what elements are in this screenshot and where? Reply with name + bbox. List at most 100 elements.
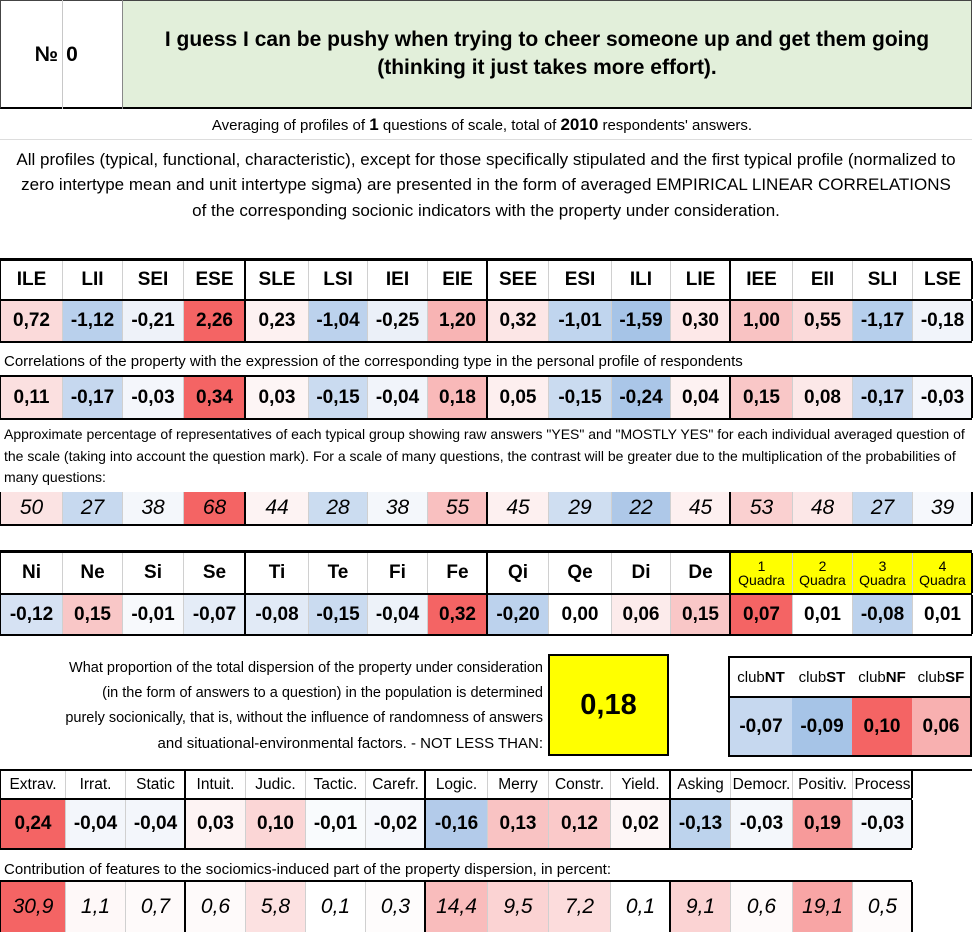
feature-contribution: 0,1 xyxy=(306,882,365,932)
feature-value: 0,02 xyxy=(611,800,670,848)
feature-value: 0,03 xyxy=(186,800,245,848)
feature-value: -0,03 xyxy=(853,800,912,848)
type-header: LIE xyxy=(685,269,716,290)
function-value: -0,07 xyxy=(184,595,245,634)
feature-value: 0,19 xyxy=(793,800,852,848)
percent-note: Approximate percentage of representative… xyxy=(4,426,965,485)
type-header: IEI xyxy=(385,269,410,290)
club-header: club ST xyxy=(792,658,852,696)
feature-header: Tactic. xyxy=(313,775,358,793)
quadra-header: 4 Quadra xyxy=(913,553,972,593)
type-profile-value: -1,59 xyxy=(612,301,670,341)
club-value: -0,09 xyxy=(792,698,852,755)
statement: I guess I can be pushy when trying to ch… xyxy=(123,1,971,107)
type-percent-value: 55 xyxy=(428,492,487,524)
type-profile-value: 2,26 xyxy=(184,301,245,341)
type-percent-value: 22 xyxy=(612,492,670,524)
feature-header: Judic. xyxy=(255,775,296,793)
quadra-header: 3 Quadra xyxy=(853,553,912,593)
function-header: Te xyxy=(327,562,349,583)
feature-contribution: 0,6 xyxy=(186,882,245,932)
header-box xyxy=(0,0,972,109)
function-value: 0,00 xyxy=(549,595,611,634)
type-header: SEE xyxy=(498,269,538,290)
type-percent-value: 38 xyxy=(123,492,183,524)
type-profile-value: -1,01 xyxy=(549,301,611,341)
feature-contribution: 0,5 xyxy=(853,882,912,932)
type-correlation-value: 0,15 xyxy=(731,377,792,418)
feature-header: Extrav. xyxy=(9,775,57,793)
function-value: -0,08 xyxy=(246,595,308,634)
type-correlation-value: 0,03 xyxy=(246,377,308,418)
function-header: Ni xyxy=(22,562,41,583)
club-value: 0,06 xyxy=(912,698,970,755)
club-header: club SF xyxy=(912,658,970,696)
club-prefix: club xyxy=(798,668,827,686)
feature-contribution: 0,3 xyxy=(366,882,425,932)
type-percent-value: 27 xyxy=(853,492,912,524)
quadra-header: 2 Quadra xyxy=(793,553,852,593)
type-correlation-value: 0,34 xyxy=(184,377,245,418)
feature-header: Logic. xyxy=(435,775,478,793)
type-profile-value: -1,04 xyxy=(309,301,367,341)
type-profile-value: 0,32 xyxy=(488,301,548,341)
club-header: club NF xyxy=(852,658,912,696)
number-label: № xyxy=(34,42,58,66)
type-percent-value: 50 xyxy=(1,492,62,524)
feature-contribution: 5,8 xyxy=(246,882,305,932)
feature-contribution: 7,2 xyxy=(549,882,610,932)
feature-header: Positiv. xyxy=(798,775,847,793)
quadra-value: -0,08 xyxy=(853,595,912,634)
club-prefix: club xyxy=(917,668,946,686)
function-value: 0,15 xyxy=(671,595,730,634)
type-profile-value: 1,20 xyxy=(428,301,487,341)
quadra-label: Quadra xyxy=(738,572,785,588)
dispersion-text: What proportion of the total dispersion … xyxy=(65,660,543,752)
feature-contribution: 30,9 xyxy=(1,882,65,932)
type-header: SEI xyxy=(137,269,169,290)
quadra-header: 1 Quadra xyxy=(731,553,792,593)
type-header: ILI xyxy=(629,269,653,290)
type-percent-value: 44 xyxy=(246,492,308,524)
feature-value: -0,02 xyxy=(366,800,425,848)
feature-header: Merry xyxy=(498,775,538,793)
type-percent-value: 28 xyxy=(309,492,367,524)
feature-contribution: 0,7 xyxy=(126,882,185,932)
club-prefix: club xyxy=(858,668,886,686)
type-header: EII xyxy=(810,269,835,290)
quadra-label: Quadra xyxy=(859,572,906,588)
type-percent-value: 45 xyxy=(671,492,730,524)
type-correlation-value: -0,04 xyxy=(368,377,427,418)
function-header: De xyxy=(688,562,713,583)
function-header: Fe xyxy=(446,562,469,583)
type-profile-value: -0,21 xyxy=(123,301,183,341)
function-value: 0,15 xyxy=(63,595,122,634)
type-percent-value: 39 xyxy=(913,492,972,524)
type-percent-value: 29 xyxy=(549,492,611,524)
type-profile-value: -0,18 xyxy=(913,301,972,341)
quadra-number: 2 xyxy=(818,558,827,574)
type-header: LII xyxy=(81,269,104,290)
feature-value: -0,01 xyxy=(306,800,365,848)
function-value: -0,12 xyxy=(1,595,62,634)
function-header: Di xyxy=(631,562,651,583)
type-correlation-value: -0,15 xyxy=(309,377,367,418)
type-header: ESI xyxy=(564,269,596,290)
function-value: -0,20 xyxy=(488,595,548,634)
type-profile-value: -1,12 xyxy=(63,301,122,341)
feature-value: 0,13 xyxy=(488,800,548,848)
feature-value: 0,10 xyxy=(246,800,305,848)
club-value: 0,10 xyxy=(852,698,912,755)
type-percent-value: 48 xyxy=(793,492,852,524)
feature-contribution: 14,4 xyxy=(426,882,487,932)
type-percent-value: 27 xyxy=(63,492,122,524)
club-suffix: SF xyxy=(945,668,965,686)
type-correlation-value: 0,04 xyxy=(671,377,730,418)
feature-header: Yield. xyxy=(621,775,660,793)
type-correlation-value: 0,05 xyxy=(488,377,548,418)
feature-value: -0,03 xyxy=(731,800,792,848)
feature-value: 0,12 xyxy=(549,800,610,848)
quadra-value: 0,07 xyxy=(731,595,792,634)
function-value: -0,01 xyxy=(123,595,183,634)
clubs-box xyxy=(728,656,972,757)
